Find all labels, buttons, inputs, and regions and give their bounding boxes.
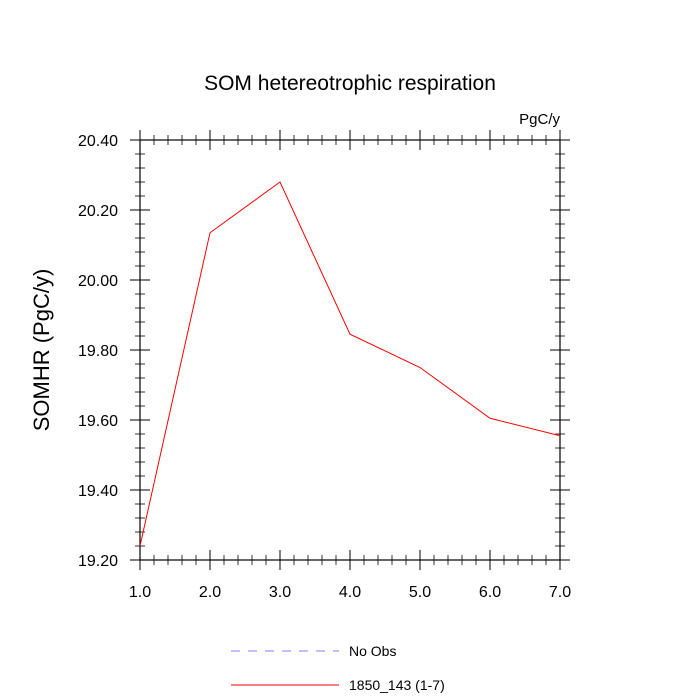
plot-frame [139, 139, 561, 561]
axis-ticks [130, 130, 570, 570]
x-tick-label: 7.0 [549, 584, 571, 601]
x-tick-label: 3.0 [269, 584, 291, 601]
x-tick-label: 5.0 [409, 584, 431, 601]
y-axis-label: SOMHR (PgC/y) [29, 269, 54, 432]
x-tick-label: 6.0 [479, 584, 501, 601]
y-tick-label: 19.20 [78, 553, 118, 570]
y-tick-label: 20.40 [78, 133, 118, 150]
legend-label: 1850_143 (1-7) [349, 677, 445, 693]
legend: No Obs 1850_143 (1-7) [231, 643, 445, 693]
tick-labels: 19.20 19.40 19.60 19.80 20.00 20.20 20.40 1.0 2.… [78, 133, 571, 601]
y-tick-label: 19.80 [78, 343, 118, 360]
units-label: PgC/y [519, 111, 560, 128]
x-tick-label: 2.0 [199, 584, 221, 601]
legend-label: No Obs [349, 643, 396, 659]
chart-title: SOM hetereotrophic respiration [204, 72, 496, 95]
y-tick-label: 19.40 [78, 483, 118, 500]
y-tick-label: 20.00 [78, 273, 118, 290]
y-tick-label: 20.20 [78, 203, 118, 220]
x-tick-label: 4.0 [339, 584, 361, 601]
series-group [139, 181, 561, 547]
y-tick-label: 19.60 [78, 413, 118, 430]
series-line [139, 181, 561, 547]
x-tick-label: 1.0 [129, 584, 151, 601]
